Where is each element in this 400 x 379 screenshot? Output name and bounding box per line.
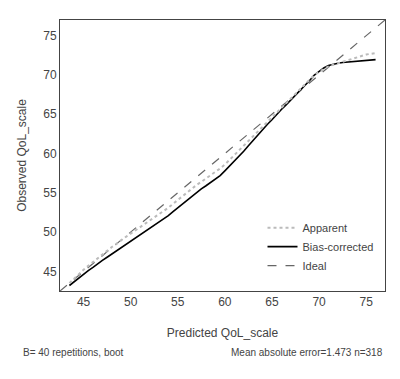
svg-text:70: 70 [312,295,326,309]
svg-text:75: 75 [43,29,57,43]
svg-text:65: 65 [265,295,279,309]
svg-text:50: 50 [43,225,57,239]
svg-text:45: 45 [43,265,57,279]
svg-text:75: 75 [359,295,373,309]
svg-text:Ideal: Ideal [303,260,327,272]
svg-text:Mean absolute error=1.473 n=31: Mean absolute error=1.473 n=318 [231,347,383,358]
svg-text:65: 65 [43,107,57,121]
svg-text:B= 40 repetitions, boot: B= 40 repetitions, boot [23,347,124,358]
svg-text:Bias-corrected: Bias-corrected [303,241,374,253]
svg-text:60: 60 [218,295,232,309]
svg-text:Predicted QoL_scale: Predicted QoL_scale [167,326,279,340]
svg-text:Observed QoL_scale: Observed QoL_scale [15,99,29,212]
svg-text:55: 55 [43,186,57,200]
svg-text:55: 55 [171,295,185,309]
svg-text:60: 60 [43,147,57,161]
svg-text:45: 45 [77,295,91,309]
svg-text:Apparent: Apparent [303,222,348,234]
svg-text:50: 50 [124,295,138,309]
svg-text:70: 70 [43,68,57,82]
